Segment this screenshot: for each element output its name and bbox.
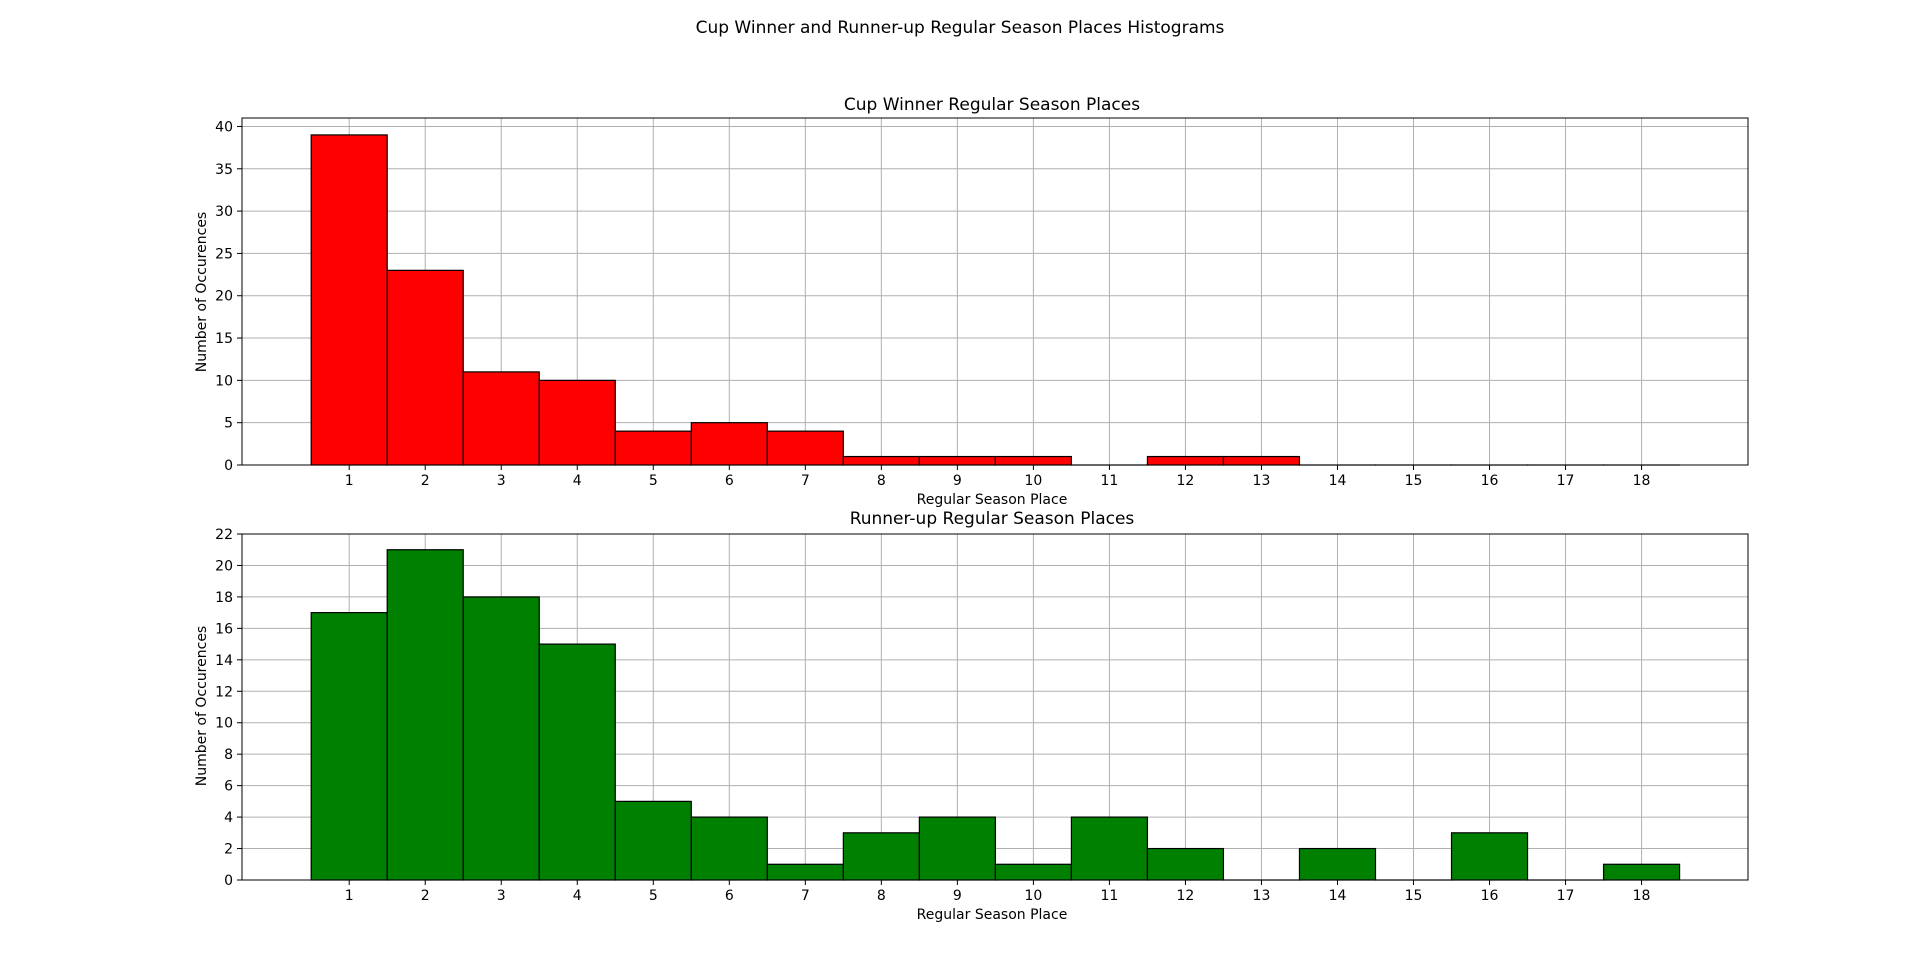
runner-up-x-tick-label: 16: [1481, 888, 1499, 904]
cup-winner-bar-2: [386, 269, 464, 466]
runner-up-y-tick-label: 8: [224, 747, 233, 763]
cup-winner-x-axis-label: Regular Season Place: [917, 492, 1068, 508]
runner-up-bar-14: [1298, 847, 1377, 881]
runner-up-y-tick-label: 18: [215, 590, 233, 606]
cup-winner-y-tick-label: 35: [215, 162, 233, 178]
runner-up-x-tick-label: 8: [877, 888, 886, 904]
runner-up-y-tick-label: 12: [215, 684, 233, 700]
cup-winner-x-tick-label: 1: [345, 473, 354, 489]
cup-winner-y-tick-label: 20: [215, 289, 233, 305]
runner-up-x-axis-label: Regular Season Place: [917, 907, 1068, 923]
runner-up-bar-7: [766, 863, 844, 881]
runner-up-bar-10: [994, 863, 1073, 881]
cup-winner-x-tick-label: 9: [953, 473, 962, 489]
cup-winner-x-tick-label: 15: [1405, 473, 1423, 489]
runner-up-bar-8: [842, 832, 920, 881]
runner-up-x-tick-label: 5: [649, 888, 658, 904]
runner-up-x-tick-label: 12: [1177, 888, 1195, 904]
runner-up-y-tick-label: 16: [215, 621, 233, 637]
cup-winner-chart-title: Cup Winner Regular Season Places: [844, 95, 1140, 115]
runner-up-bar-3: [462, 596, 540, 881]
cup-winner-y-tick-label: 25: [215, 246, 233, 262]
runner-up-bar-18: [1602, 863, 1681, 881]
cup-winner-bar-9: [918, 455, 996, 466]
cup-winner-plot-frame: [241, 117, 1749, 466]
runner-up-y-tick-label: 22: [215, 527, 233, 543]
cup-winner-x-tick-label: 5: [649, 473, 658, 489]
cup-winner-x-tick-label: 17: [1557, 473, 1575, 489]
runner-up-y-axis-label: Number of Occurences: [194, 626, 210, 786]
runner-up-plot-frame: [241, 533, 1749, 881]
runner-up-y-tick-label: 6: [224, 779, 233, 795]
runner-up-x-tick-label: 15: [1405, 888, 1423, 904]
runner-up-x-tick-label: 18: [1633, 888, 1651, 904]
runner-up-x-tick-label: 10: [1024, 888, 1042, 904]
runner-up-y-tick-label: 4: [224, 810, 233, 826]
cup-winner-bar-6: [690, 422, 768, 466]
runner-up-y-tick-label: 0: [224, 873, 233, 889]
cup-winner-x-tick-label: 18: [1633, 473, 1651, 489]
cup-winner-bar-4: [538, 379, 616, 466]
cup-winner-x-tick-label: 6: [725, 473, 734, 489]
runner-up-bar-11: [1070, 816, 1149, 881]
runner-up-y-tick-label: 14: [215, 653, 233, 669]
cup-winner-y-tick-label: 5: [224, 416, 233, 432]
runner-up-bar-12: [1146, 847, 1225, 881]
cup-winner-x-tick-label: 13: [1253, 473, 1271, 489]
runner-up-bar-9: [918, 816, 996, 881]
cup-winner-x-tick-label: 2: [421, 473, 430, 489]
cup-winner-y-tick-label: 10: [215, 373, 233, 389]
cup-winner-bar-10: [994, 455, 1073, 466]
runner-up-bar-5: [614, 800, 692, 881]
runner-up-bar-2: [386, 549, 464, 881]
cup-winner-x-tick-label: 3: [497, 473, 506, 489]
cup-winner-y-axis-label: Number of Occurences: [194, 212, 210, 372]
runner-up-x-tick-label: 11: [1100, 888, 1118, 904]
runner-up-x-tick-label: 2: [421, 888, 430, 904]
runner-up-x-tick-label: 1: [345, 888, 354, 904]
cup-winner-x-tick-label: 14: [1329, 473, 1347, 489]
runner-up-histogram: Runner-up Regular Season Places Regular …: [194, 509, 1749, 923]
cup-winner-bar-13: [1222, 455, 1301, 466]
cup-winner-bar-12: [1146, 455, 1225, 466]
runner-up-bar-16: [1450, 832, 1529, 881]
runner-up-x-tick-label: 7: [801, 888, 810, 904]
runner-up-chart-title: Runner-up Regular Season Places: [850, 509, 1135, 529]
cup-winner-histogram: Cup Winner Regular Season Places Regular…: [194, 95, 1749, 508]
runner-up-x-tick-label: 14: [1329, 888, 1347, 904]
runner-up-x-tick-label: 13: [1253, 888, 1271, 904]
cup-winner-bar-5: [614, 430, 692, 466]
runner-up-bar-4: [538, 643, 616, 881]
cup-winner-bar-7: [766, 430, 844, 466]
cup-winner-y-tick-label: 40: [215, 119, 233, 135]
runner-up-x-tick-label: 3: [497, 888, 506, 904]
cup-winner-y-tick-label: 0: [224, 458, 233, 474]
cup-winner-x-tick-label: 16: [1481, 473, 1499, 489]
runner-up-bar-1: [310, 612, 388, 881]
cup-winner-bar-1: [310, 134, 388, 466]
cup-winner-x-tick-label: 7: [801, 473, 810, 489]
runner-up-x-tick-label: 9: [953, 888, 962, 904]
runner-up-y-tick-label: 10: [215, 716, 233, 732]
cup-winner-x-tick-label: 10: [1024, 473, 1042, 489]
runner-up-x-tick-label: 4: [573, 888, 582, 904]
cup-winner-bar-8: [842, 455, 920, 466]
cup-winner-y-tick-label: 15: [215, 331, 233, 347]
runner-up-y-tick-label: 20: [215, 558, 233, 574]
runner-up-bar-6: [690, 816, 768, 881]
cup-winner-x-tick-label: 4: [573, 473, 582, 489]
cup-winner-bar-3: [462, 371, 540, 466]
cup-winner-x-tick-label: 8: [877, 473, 886, 489]
cup-winner-x-tick-label: 11: [1100, 473, 1118, 489]
runner-up-x-tick-label: 6: [725, 888, 734, 904]
cup-winner-y-tick-label: 30: [215, 204, 233, 220]
runner-up-y-tick-label: 2: [224, 842, 233, 858]
runner-up-x-tick-label: 17: [1557, 888, 1575, 904]
cup-winner-x-tick-label: 12: [1177, 473, 1195, 489]
figure-suptitle: Cup Winner and Runner-up Regular Season …: [696, 18, 1225, 38]
